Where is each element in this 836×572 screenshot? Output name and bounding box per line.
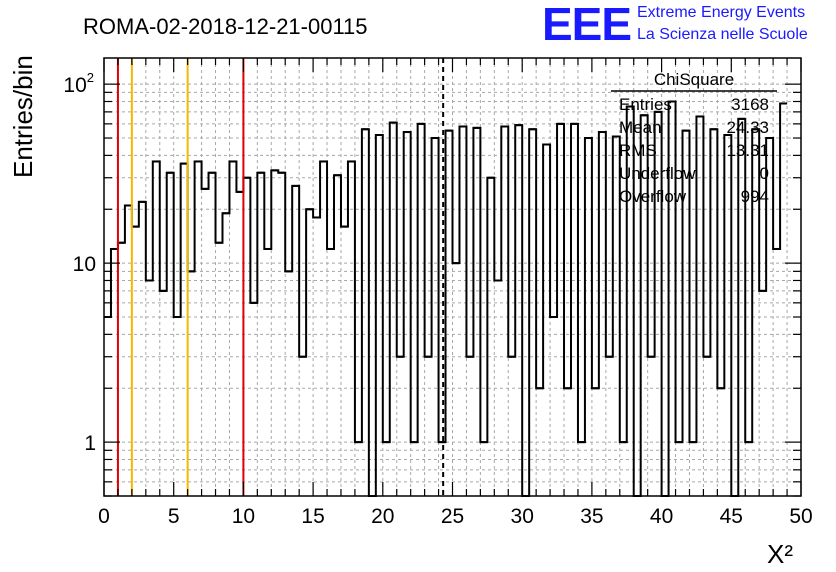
- y-tick-label: 102: [63, 70, 94, 97]
- stats-row-value: 0: [760, 164, 769, 183]
- chart-title: ROMA-02-2018-12-21-00115: [83, 14, 368, 39]
- stats-row-label: Overflow: [619, 187, 687, 206]
- x-tick-label: 5: [168, 505, 180, 528]
- marker-lines: [116, 58, 445, 496]
- x-tick-label: 10: [232, 505, 255, 528]
- stats-row-value: 3168: [731, 95, 769, 114]
- x-tick-label: 30: [511, 505, 534, 528]
- stats-row-value: 994: [741, 187, 769, 206]
- stats-title: ChiSquare: [654, 70, 734, 89]
- eee-logo-line1: Extreme Energy Events: [637, 4, 805, 21]
- x-tick-label: 40: [650, 505, 673, 528]
- x-tick-label: 35: [580, 505, 603, 528]
- x-tick-label: 50: [789, 505, 812, 528]
- x-axis-label: X²: [767, 539, 793, 569]
- stats-row-label: Entries: [619, 95, 672, 114]
- stats-row-value: 24.33: [726, 118, 769, 137]
- histogram: [104, 100, 788, 497]
- stats-row-label: Mean: [619, 118, 662, 137]
- stats-box: ChiSquare Entries 3168 Mean 24.33 RMS 13.31 Un…: [611, 70, 777, 206]
- x-tick-label: 25: [441, 505, 464, 528]
- stats-row-value: 13.31: [726, 141, 769, 160]
- stats-row-label: RMS: [619, 141, 657, 160]
- eee-logo-icon: EEE: [542, 0, 631, 50]
- y-axis-label: Entries/bin: [8, 55, 38, 178]
- x-tick-label: 15: [301, 505, 324, 528]
- x-tick-label: 0: [98, 505, 110, 528]
- eee-logo-line2: La Scienza nelle Scuole: [637, 26, 808, 43]
- stats-row-label: Underflow: [619, 164, 696, 183]
- histogram-outline: [104, 100, 788, 497]
- x-tick-label: 45: [720, 505, 743, 528]
- y-tick-label: 10: [73, 253, 96, 276]
- axis-ticks: 0 5 10 15 20 25 30 35 40 45 50 1 10 102: [63, 58, 813, 528]
- y-tick-label: 1: [84, 432, 96, 455]
- x-tick-label: 20: [371, 505, 394, 528]
